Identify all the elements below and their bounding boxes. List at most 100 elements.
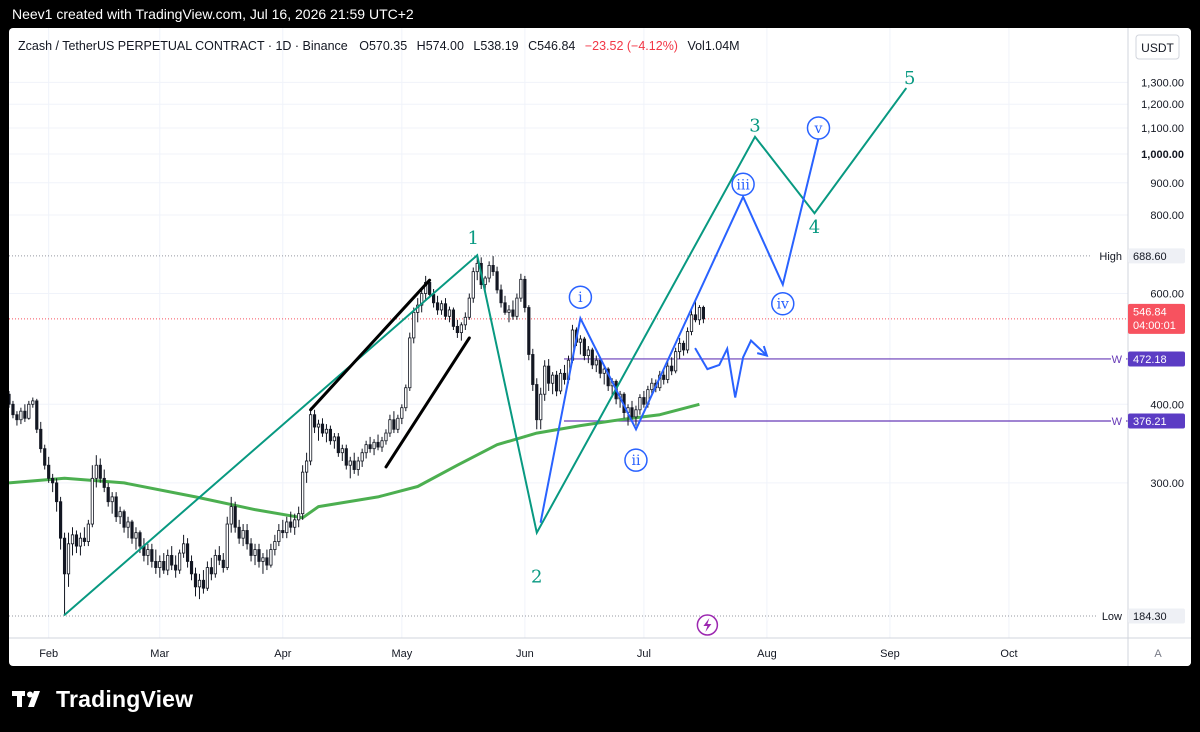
candle <box>23 404 27 422</box>
candle <box>185 538 190 568</box>
candle-body-up <box>324 428 329 434</box>
candle <box>515 293 519 320</box>
candle-body-down <box>281 530 285 534</box>
candle <box>590 347 594 370</box>
candle <box>74 530 79 554</box>
candle <box>344 444 348 470</box>
candle <box>110 492 114 514</box>
candle-body-up <box>638 397 642 411</box>
candle-body-down <box>189 561 194 575</box>
candle-body-up <box>229 506 233 525</box>
candle <box>443 298 448 320</box>
candle <box>404 384 408 412</box>
wave-line-1[interactable] <box>539 137 820 523</box>
candle-body-down <box>47 464 51 479</box>
wave-label-circle <box>624 448 648 472</box>
candle-body-down <box>344 448 348 466</box>
candle-body-down <box>35 400 39 430</box>
candle <box>158 555 162 578</box>
candle-body-down <box>495 271 499 291</box>
candle-body-down <box>106 487 110 503</box>
candle-body-down <box>320 423 325 434</box>
candle <box>320 418 325 437</box>
candle <box>193 567 198 597</box>
candle <box>197 573 202 600</box>
candle-body-down <box>82 537 86 542</box>
chart-frame: 1 2 3 4 5 i ii iii iv v 1,300.00 1,200.00 1,100.00 1… <box>9 28 1191 666</box>
candle-body-down <box>62 537 67 575</box>
candle <box>670 357 674 376</box>
candle <box>253 543 257 566</box>
candle <box>352 452 356 474</box>
candle-body-up <box>558 372 563 392</box>
candle-body-up <box>400 407 404 419</box>
candle <box>689 309 694 336</box>
time-tick-label: May <box>391 648 412 660</box>
price-badge-value: 688.60 <box>1133 251 1167 263</box>
candle <box>237 519 241 544</box>
candle-body-down <box>217 555 221 561</box>
candle-body-down <box>376 441 380 448</box>
candle-body-up <box>650 382 654 391</box>
candle <box>328 425 333 445</box>
candle-body-down <box>257 549 261 562</box>
wave-line-2[interactable] <box>309 278 432 412</box>
candle <box>189 555 194 581</box>
candle <box>285 516 289 539</box>
candle-body-down <box>523 278 527 308</box>
candle-body-down <box>162 561 166 571</box>
wave-line-0[interactable] <box>63 87 907 616</box>
wave-line-3[interactable] <box>384 336 471 469</box>
wave-label-minor: iv <box>777 297 789 313</box>
time-tick-label: Jun <box>516 648 534 660</box>
candle-body-up <box>396 417 400 430</box>
candle-body-up <box>134 532 138 539</box>
candle-body-down <box>237 526 241 539</box>
candle <box>412 307 416 344</box>
candle-body-up <box>205 567 209 589</box>
candle <box>495 266 499 294</box>
candle-body-down <box>312 414 317 428</box>
candle-body-up <box>586 349 590 357</box>
price-tick-label: 900.00 <box>1150 178 1184 190</box>
candle-body-down <box>265 557 269 566</box>
candle-body-up <box>519 278 523 299</box>
candle-body-down <box>443 303 448 317</box>
price-badge-value: 472.18 <box>1133 354 1167 366</box>
candle <box>205 561 209 591</box>
candle-body-up <box>348 460 352 466</box>
candle-body-down <box>431 294 436 304</box>
candle <box>681 340 686 356</box>
candle <box>9 390 11 408</box>
candle-body-up <box>118 511 122 518</box>
candle <box>447 306 452 323</box>
currency-button-box[interactable] <box>1135 34 1180 60</box>
legend-open: O570.35 <box>359 39 407 53</box>
wave-label-major: 3 <box>749 115 760 136</box>
currency-button[interactable]: USDT <box>1141 41 1174 55</box>
candle <box>58 496 63 550</box>
candle <box>27 400 31 420</box>
candle <box>678 337 682 360</box>
candle-body-up <box>27 403 31 419</box>
candle <box>408 332 412 391</box>
wave-line-4[interactable] <box>694 338 768 398</box>
auto-scale-button[interactable]: A <box>1154 648 1162 660</box>
candle <box>332 433 336 449</box>
candle <box>650 378 654 395</box>
candle-body-up <box>146 549 150 556</box>
legend-symbol: Zcash / TetherUS PERPETUAL CONTRACT · 1D… <box>18 39 348 53</box>
chart-caption: Neev1 created with TradingView.com, Jul … <box>12 6 414 22</box>
candle-body-down <box>249 543 253 556</box>
candle-body-down <box>193 573 198 588</box>
time-tick-label: Mar <box>150 648 169 660</box>
candle <box>674 347 678 374</box>
candle <box>376 434 380 451</box>
candle-body-up <box>360 452 364 462</box>
candle-body-up <box>594 359 598 366</box>
candle <box>43 444 47 470</box>
candle-body-down <box>9 393 11 405</box>
candle <box>503 295 507 315</box>
candle <box>261 553 265 574</box>
